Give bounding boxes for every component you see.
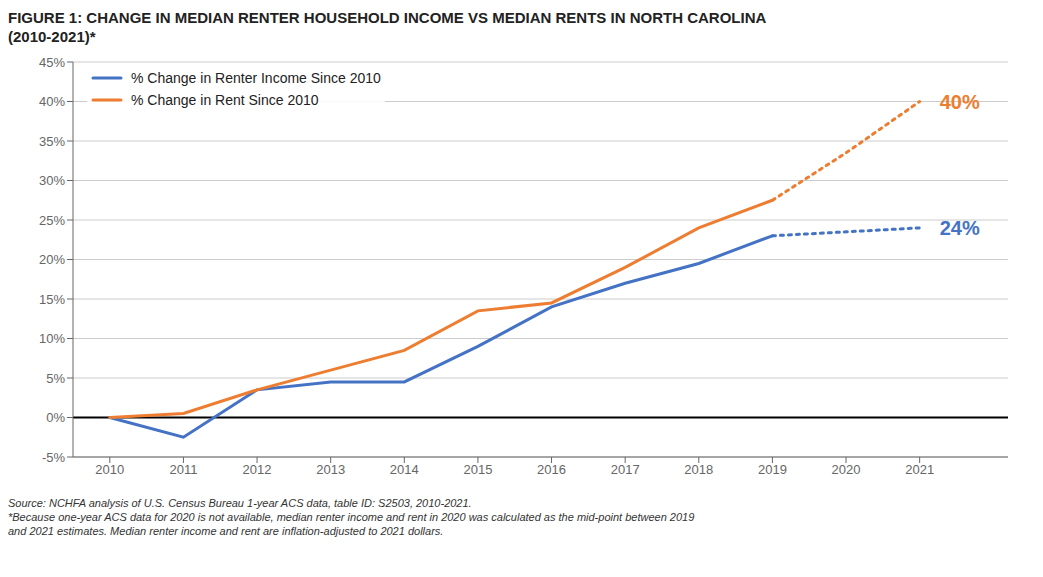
svg-text:40%: 40%: [39, 94, 65, 109]
svg-text:24%: 24%: [940, 217, 980, 239]
html-text:% Change in Renter Income Sinc: % Change in Renter Income Since 2010: [131, 70, 381, 86]
svg-text:2017: 2017: [611, 462, 640, 477]
svg-text:35%: 35%: [39, 134, 65, 149]
svg-text:2013: 2013: [316, 462, 345, 477]
svg-text:2012: 2012: [243, 462, 272, 477]
svg-text:2021: 2021: [905, 462, 934, 477]
svg-text:2010: 2010: [95, 462, 124, 477]
html-text:Source: NCHFA analysis of U.S.: Source: NCHFA analysis of U.S. Census Bu…: [8, 497, 695, 537]
html-text:% Change in Rent Since 2010: % Change in Rent Since 2010: [131, 92, 319, 108]
svg-text:5%: 5%: [46, 371, 65, 386]
svg-text:2018: 2018: [684, 462, 713, 477]
svg-text:0%: 0%: [46, 410, 65, 425]
svg-text:2019: 2019: [758, 462, 787, 477]
html-text:FIGURE 1: CHANGE IN MEDIAN REN: FIGURE 1: CHANGE IN MEDIAN RENTER HOUSEH…: [8, 9, 767, 45]
svg-text:25%: 25%: [39, 213, 65, 228]
svg-text:2015: 2015: [463, 462, 492, 477]
svg-text:40%: 40%: [940, 91, 980, 113]
svg-text:10%: 10%: [39, 331, 65, 346]
svg-text:2011: 2011: [169, 462, 197, 477]
svg-text:30%: 30%: [39, 173, 65, 188]
svg-text:2016: 2016: [537, 462, 566, 477]
svg-text:45%: 45%: [39, 55, 65, 70]
svg-text:15%: 15%: [39, 292, 65, 307]
svg-text:-5%: -5%: [42, 450, 66, 465]
svg-text:20%: 20%: [39, 252, 65, 267]
svg-text:2020: 2020: [832, 462, 861, 477]
svg-text:2014: 2014: [390, 462, 419, 477]
